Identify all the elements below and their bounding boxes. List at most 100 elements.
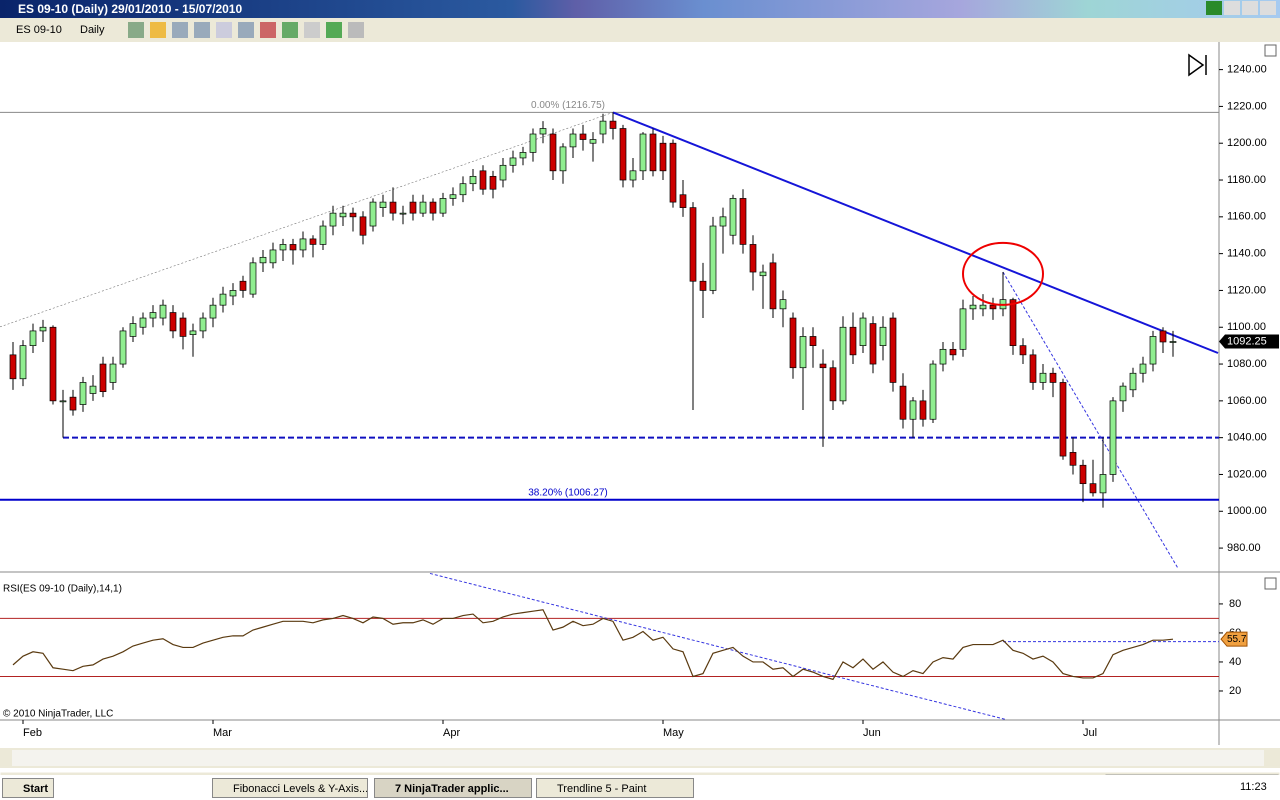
rsi-marker xyxy=(1220,631,1248,647)
candle-body xyxy=(239,280,247,291)
candle-body xyxy=(159,304,167,319)
candle-body xyxy=(439,198,447,214)
candle-body xyxy=(939,348,947,365)
task-button[interactable]: Fibonacci Levels & Y-Axis... xyxy=(212,778,368,798)
candle-body xyxy=(499,164,507,181)
restore-button[interactable] xyxy=(1242,1,1258,15)
copyright: © 2010 NinjaTrader, LLC xyxy=(3,709,113,720)
candle-body xyxy=(1139,363,1147,374)
candle-body xyxy=(99,363,107,393)
candle-body xyxy=(689,207,697,282)
candle-body xyxy=(199,317,207,332)
y-tick-label: 980.00 xyxy=(1227,542,1261,554)
candle-body xyxy=(789,317,797,369)
candle-body xyxy=(799,336,807,369)
candle-body xyxy=(559,146,567,172)
candle-body xyxy=(869,323,877,365)
pane-f-button[interactable] xyxy=(1264,577,1277,590)
candle-body xyxy=(19,345,27,380)
candle-body xyxy=(659,142,667,172)
candle-body xyxy=(509,157,517,166)
candle-body xyxy=(859,317,867,346)
candle-body xyxy=(179,317,187,337)
candle-body xyxy=(1119,385,1127,402)
candle-body xyxy=(819,363,827,369)
candle-body xyxy=(619,128,627,181)
candle-body xyxy=(29,330,37,346)
candle-body xyxy=(609,120,617,129)
candle-body xyxy=(1019,345,1027,356)
instrument-selector[interactable]: ES 09-10 xyxy=(16,24,62,36)
clock: 11:23 xyxy=(1240,781,1267,793)
y-tick-label: 1220.00 xyxy=(1227,100,1267,112)
task-button[interactable]: 7 NinjaTrader applic... xyxy=(374,778,532,798)
price-marker-label: 1092.25 xyxy=(1227,335,1267,347)
candle-body xyxy=(849,326,857,356)
candle-body xyxy=(569,133,577,148)
tool-icon[interactable] xyxy=(172,22,188,38)
candle-body xyxy=(229,290,237,297)
candle-body xyxy=(189,330,197,335)
tool-icon[interactable] xyxy=(282,22,298,38)
candle-body xyxy=(429,201,437,214)
scroll-track[interactable] xyxy=(12,750,1264,766)
candle-body xyxy=(279,244,287,251)
candle-body xyxy=(909,400,917,420)
candle-body xyxy=(639,133,647,172)
scroll-end-icon[interactable] xyxy=(1188,53,1207,77)
tool-icon[interactable] xyxy=(260,22,276,38)
tool-icon[interactable] xyxy=(348,22,364,38)
pane-f-button[interactable] xyxy=(1264,44,1277,57)
period-selector[interactable]: Daily xyxy=(80,24,105,36)
candle-body xyxy=(109,363,117,383)
y-tick-label: 1160.00 xyxy=(1227,211,1266,223)
tool-icon[interactable] xyxy=(304,22,320,38)
fib-label: 0.00% (1216.75) xyxy=(531,100,605,111)
rsi-title: RSI(ES 09-10 (Daily),14,1) xyxy=(3,584,122,595)
tool-icon[interactable] xyxy=(194,22,210,38)
candle-body xyxy=(289,244,297,251)
candle-body xyxy=(409,201,417,214)
candle-body xyxy=(449,194,457,199)
candle-body xyxy=(209,304,217,319)
toolbar: ES 09-10 Daily xyxy=(0,18,1280,43)
candle-body xyxy=(779,299,787,310)
tool-icon[interactable] xyxy=(216,22,232,38)
candle-body xyxy=(519,152,527,159)
task-button[interactable]: Trendline 5 - Paint xyxy=(536,778,694,798)
candle-body xyxy=(259,256,267,264)
candle-body xyxy=(1039,372,1047,383)
tool-icon[interactable] xyxy=(150,22,166,38)
y-tick-label: 1240.00 xyxy=(1227,64,1267,76)
candle-body xyxy=(1129,372,1137,391)
candle-body xyxy=(1029,354,1037,383)
candle-body xyxy=(399,212,407,215)
rsi-trendline xyxy=(429,572,1006,720)
close-button[interactable] xyxy=(1260,1,1276,15)
link-button[interactable] xyxy=(1206,1,1222,15)
candle-body xyxy=(709,225,717,291)
x-tick-label: Apr xyxy=(443,727,460,739)
candle-body xyxy=(1109,400,1117,475)
tool-icon[interactable] xyxy=(128,22,144,38)
candle-body xyxy=(39,326,47,332)
candle-body xyxy=(479,170,487,190)
fib-label: 38.20% (1006.27) xyxy=(528,487,608,498)
minimize-button[interactable] xyxy=(1224,1,1240,15)
candle-body xyxy=(949,348,957,356)
candle-body xyxy=(719,216,727,227)
candle-body xyxy=(959,308,967,350)
tool-icon[interactable] xyxy=(238,22,254,38)
candle-body xyxy=(349,212,357,218)
price-marker xyxy=(1219,334,1279,349)
candle-body xyxy=(419,201,427,214)
candle-body xyxy=(469,175,477,185)
tool-icon[interactable] xyxy=(326,22,342,38)
candle-body xyxy=(489,175,497,190)
highlight-circle xyxy=(962,241,1044,306)
candle-body xyxy=(889,317,897,383)
y-tick-label: 1180.00 xyxy=(1227,174,1266,186)
candle-body xyxy=(879,326,887,346)
start-button[interactable]: Start xyxy=(2,778,54,798)
candle-body xyxy=(919,400,927,420)
